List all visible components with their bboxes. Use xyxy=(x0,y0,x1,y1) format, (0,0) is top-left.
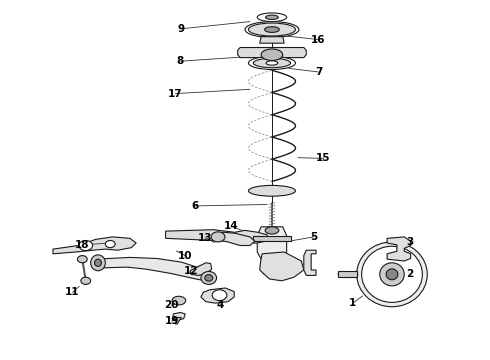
Ellipse shape xyxy=(212,290,227,301)
Text: 18: 18 xyxy=(75,240,90,250)
Polygon shape xyxy=(235,230,269,243)
Text: 3: 3 xyxy=(406,237,413,247)
Polygon shape xyxy=(96,257,211,281)
Ellipse shape xyxy=(105,240,115,248)
Polygon shape xyxy=(338,271,357,277)
Text: 16: 16 xyxy=(311,35,326,45)
Ellipse shape xyxy=(248,185,295,196)
Polygon shape xyxy=(387,237,411,261)
Polygon shape xyxy=(172,312,185,320)
Polygon shape xyxy=(253,236,291,241)
Ellipse shape xyxy=(172,296,186,305)
Ellipse shape xyxy=(205,275,213,281)
Ellipse shape xyxy=(257,13,287,22)
Ellipse shape xyxy=(79,240,93,251)
Ellipse shape xyxy=(266,15,278,19)
Polygon shape xyxy=(53,237,136,254)
Ellipse shape xyxy=(253,58,291,68)
Polygon shape xyxy=(304,250,316,275)
Polygon shape xyxy=(260,37,284,43)
Polygon shape xyxy=(215,232,255,246)
Text: 6: 6 xyxy=(192,201,198,211)
Text: 4: 4 xyxy=(217,300,224,310)
Polygon shape xyxy=(238,48,306,58)
Text: 10: 10 xyxy=(178,251,193,261)
Text: 9: 9 xyxy=(178,24,185,34)
Ellipse shape xyxy=(248,57,295,69)
Ellipse shape xyxy=(265,27,279,32)
Text: 1: 1 xyxy=(349,298,356,308)
Polygon shape xyxy=(190,263,212,275)
Ellipse shape xyxy=(248,23,295,36)
Ellipse shape xyxy=(77,256,87,263)
Text: 12: 12 xyxy=(184,266,198,276)
Polygon shape xyxy=(166,230,234,241)
Text: 5: 5 xyxy=(310,232,317,242)
Text: 20: 20 xyxy=(164,300,179,310)
Text: 2: 2 xyxy=(406,269,413,279)
Text: 17: 17 xyxy=(168,89,183,99)
Ellipse shape xyxy=(261,49,283,60)
Text: 14: 14 xyxy=(224,221,239,231)
Ellipse shape xyxy=(201,271,217,284)
Ellipse shape xyxy=(211,232,225,242)
Ellipse shape xyxy=(265,227,279,234)
Ellipse shape xyxy=(386,269,398,280)
Polygon shape xyxy=(201,288,234,303)
Text: 19: 19 xyxy=(164,316,179,326)
Ellipse shape xyxy=(380,263,404,286)
Text: 15: 15 xyxy=(316,153,331,163)
Text: 7: 7 xyxy=(315,67,322,77)
Text: 8: 8 xyxy=(177,56,184,66)
Polygon shape xyxy=(174,318,181,324)
Ellipse shape xyxy=(91,255,105,271)
Ellipse shape xyxy=(357,242,427,307)
Text: 11: 11 xyxy=(65,287,80,297)
Polygon shape xyxy=(257,227,287,274)
Ellipse shape xyxy=(362,246,422,302)
Ellipse shape xyxy=(266,61,278,65)
Ellipse shape xyxy=(95,259,101,266)
Ellipse shape xyxy=(81,277,91,284)
Text: 13: 13 xyxy=(197,233,212,243)
Polygon shape xyxy=(260,252,304,281)
Ellipse shape xyxy=(245,22,299,37)
